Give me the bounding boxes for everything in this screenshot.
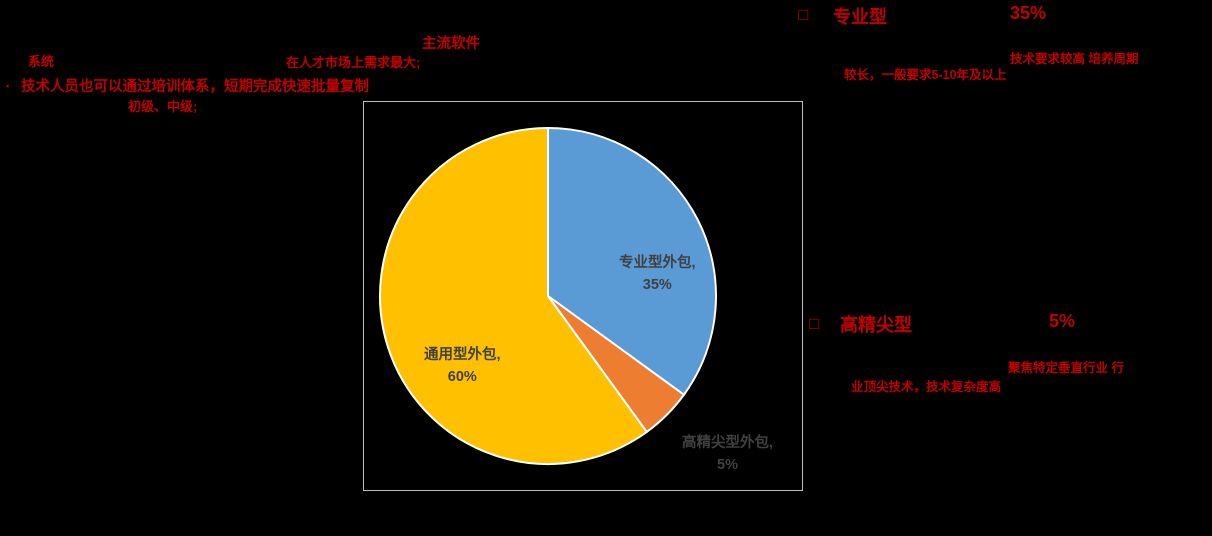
square-bullet-icon-professional: □ (798, 5, 809, 24)
square-bullet-icon-highend: □ (809, 314, 820, 333)
pie-slice-label-professional-value: 35% (642, 277, 672, 294)
annotation-highend-desc-2: 业顶尖技术，技术复杂度高 (851, 380, 1002, 394)
pie-slice-1[interactable] (547, 126, 717, 397)
pie-chart-frame[interactable]: 专业型外包, 35% 通用型外包, 60% 高精尖型外包, 5% (363, 101, 803, 491)
annotation-training-line: 技术人员也可以通过培训体系，短期完成快速批量复制 (21, 79, 369, 95)
pie-slice-label-professional: 专业型外包, 35% (619, 252, 696, 297)
annotation-professional-percent: 35% (1010, 3, 1047, 23)
pie-chart[interactable] (378, 126, 718, 466)
pie-slice-label-highend-name: 高精尖型外包, (682, 435, 774, 451)
annotation-highend-desc-1: 聚焦特定垂直行业 行 (1008, 361, 1124, 375)
annotation-highend-title: 高精尖型 (840, 315, 912, 335)
annotation-professional-desc-1: 技术要求较高 培养周期 (1010, 52, 1139, 66)
annotation-professional-desc-2: 较长，一般要求5-10年及以上 (844, 68, 1007, 82)
pie-slice-label-general-name: 通用型外包, (424, 347, 501, 363)
annotation-mainstream-software: 主流软件 (422, 36, 480, 52)
pie-slice-label-general-value: 60% (447, 369, 477, 386)
annotation-system-label: 系统 (28, 54, 55, 69)
pie-slice-label-highend-value: 5% (717, 457, 738, 474)
annotation-levels-line: 初级、中级; (128, 99, 198, 114)
bullet-dot-icon: ▪ (6, 81, 10, 91)
pie-slice-label-professional-name: 专业型外包, (619, 255, 696, 271)
pie-slices (379, 126, 717, 465)
annotation-highend-percent: 5% (1049, 311, 1076, 331)
pie-slice-label-highend: 高精尖型外包, 5% (682, 432, 773, 477)
annotation-professional-title: 专业型 (833, 7, 887, 27)
pie-slice-label-general: 通用型外包, 60% (424, 344, 501, 389)
pie-slice-3[interactable] (379, 126, 649, 465)
pie-chart-svg (379, 126, 717, 465)
annotation-market-demand: 在人才市场上需求最大; (286, 55, 421, 70)
